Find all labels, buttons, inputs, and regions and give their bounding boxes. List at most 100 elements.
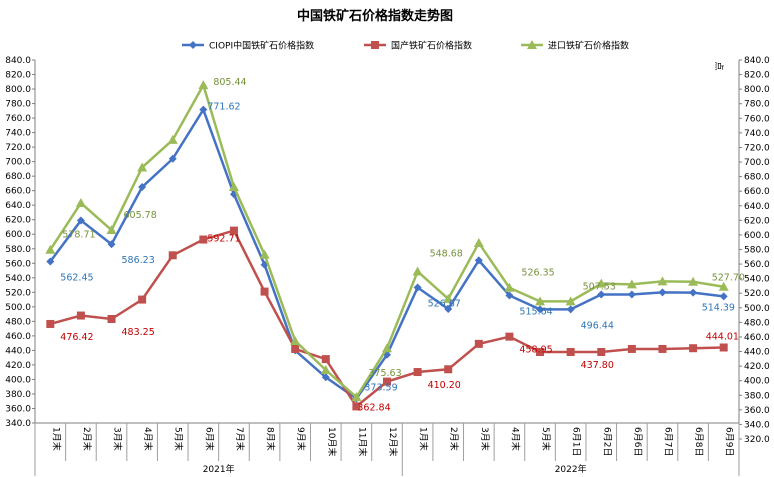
- data-point: [45, 244, 56, 254]
- y2-tick-label: 340.0: [744, 420, 770, 430]
- data-point: [138, 295, 147, 304]
- x-tick-label: 1月末: [50, 427, 62, 451]
- data-point: [505, 332, 514, 341]
- y-tick-label: 400.0: [5, 375, 31, 385]
- legend-marker: [371, 41, 379, 49]
- y-tick-label: 720.0: [5, 143, 31, 153]
- data-point: [382, 343, 392, 353]
- data-label: 562.45: [60, 273, 93, 284]
- y-tick-label: 840.0: [5, 56, 31, 66]
- data-point: [168, 154, 177, 163]
- y-tick-label: 780.0: [5, 100, 31, 110]
- data-point: [107, 240, 116, 249]
- x-tick-label: 8月末: [265, 427, 277, 451]
- data-label: 578.71: [62, 230, 95, 241]
- data-point: [627, 344, 636, 353]
- data-point: [107, 315, 116, 324]
- data-label: 458.95: [519, 345, 552, 356]
- data-point: [566, 305, 575, 314]
- x-tick-label: 4月末: [142, 427, 154, 451]
- data-point: [352, 402, 361, 411]
- y-tick-label: 640.0: [5, 201, 31, 211]
- data-label: 437.80: [581, 360, 614, 371]
- x-tick-label: 2月末: [81, 427, 93, 451]
- y2-tick-label: 380.0: [744, 391, 770, 401]
- data-point: [657, 276, 668, 286]
- x-tick-label: 9月末: [295, 427, 307, 451]
- y2-tick-label: 400.0: [744, 377, 770, 387]
- y2-tick-label: 820.0: [744, 71, 770, 81]
- y2-tick-label: 660.0: [744, 187, 770, 197]
- data-point: [290, 335, 301, 345]
- data-label: 373.59: [364, 383, 397, 394]
- y-tick-label: 700.0: [5, 158, 31, 168]
- data-label: 514.39: [702, 302, 735, 313]
- legend-label: CIOPI中国铁矿石价格指数: [209, 40, 314, 52]
- data-point: [443, 293, 454, 303]
- y-tick-label: 820.0: [5, 71, 31, 81]
- y2-tick-label: 460.0: [744, 333, 770, 343]
- data-point: [75, 198, 86, 208]
- data-labels: 562.45 586.23 771.62 373.59 526.67 515.64 496.…: [60, 77, 745, 413]
- x-tick-label: 6月7日: [662, 427, 673, 456]
- y-tick-label: 680.0: [5, 172, 31, 182]
- data-label: 410.20: [428, 380, 461, 391]
- data-point: [76, 216, 85, 225]
- y2-tick-label: 600.0: [744, 231, 770, 241]
- data-label: 605.78: [124, 210, 157, 221]
- y-tick-label: 380.0: [5, 390, 31, 400]
- legend-item: 进口铁矿石价格指数: [521, 40, 629, 52]
- data-point: [596, 278, 607, 288]
- data-point: [351, 392, 362, 402]
- x-tick-label: 4月末: [509, 427, 521, 451]
- data-point: [626, 279, 637, 289]
- data-point: [718, 281, 729, 291]
- y-tick-label: 520.0: [5, 288, 31, 298]
- data-label: 496.44: [581, 320, 614, 331]
- data-point: [137, 162, 148, 172]
- data-point: [46, 257, 55, 266]
- data-point: [138, 183, 147, 192]
- data-point: [597, 347, 606, 356]
- data-label: 476.42: [60, 332, 93, 343]
- data-point: [228, 182, 239, 192]
- y2-tick-label: 420.0: [744, 362, 770, 372]
- legend-item: 国产铁矿石价格指数: [364, 40, 472, 52]
- data-label: 805.44: [213, 77, 246, 88]
- y2-tick-label: 720.0: [744, 143, 770, 153]
- y-tick-label: 740.0: [5, 129, 31, 139]
- y2-tick-label: 700.0: [744, 158, 770, 168]
- data-point: [168, 251, 177, 260]
- data-label: 586.23: [122, 255, 155, 266]
- series-2: [46, 226, 728, 411]
- data-label: 483.25: [122, 327, 155, 338]
- series-3: [45, 80, 729, 402]
- legend-marker: [189, 41, 197, 49]
- x-tick-label: 6月1日: [571, 427, 582, 456]
- data-point: [536, 305, 545, 314]
- data-point: [320, 365, 331, 375]
- data-label: 526.35: [521, 268, 554, 279]
- data-point: [383, 377, 391, 386]
- y-tick-label: 600.0: [5, 230, 31, 240]
- data-label: 375.63: [368, 368, 401, 379]
- y2-tick-label: 360.0: [744, 406, 770, 416]
- y-tick-label: 360.0: [5, 404, 31, 414]
- data-point: [229, 226, 238, 235]
- series-layer: [45, 80, 729, 411]
- data-label: 771.62: [207, 102, 240, 113]
- data-point: [719, 343, 728, 352]
- x-tick-label: 6月9日: [724, 427, 735, 456]
- data-point: [689, 344, 698, 353]
- chart-title: 中国铁矿石价格指数走势图: [297, 8, 453, 24]
- data-point: [321, 355, 330, 364]
- axes: 840.0 820.0 800.0 780.0 760.0 740.0 720.0 700.0…: [5, 56, 770, 476]
- x-tick-label: 2月末: [448, 427, 460, 451]
- data-point: [689, 288, 698, 297]
- y2-tick-label: 780.0: [744, 100, 770, 110]
- data-point: [474, 339, 483, 348]
- data-point: [199, 105, 208, 114]
- data-point: [688, 276, 699, 286]
- data-point: [321, 373, 330, 382]
